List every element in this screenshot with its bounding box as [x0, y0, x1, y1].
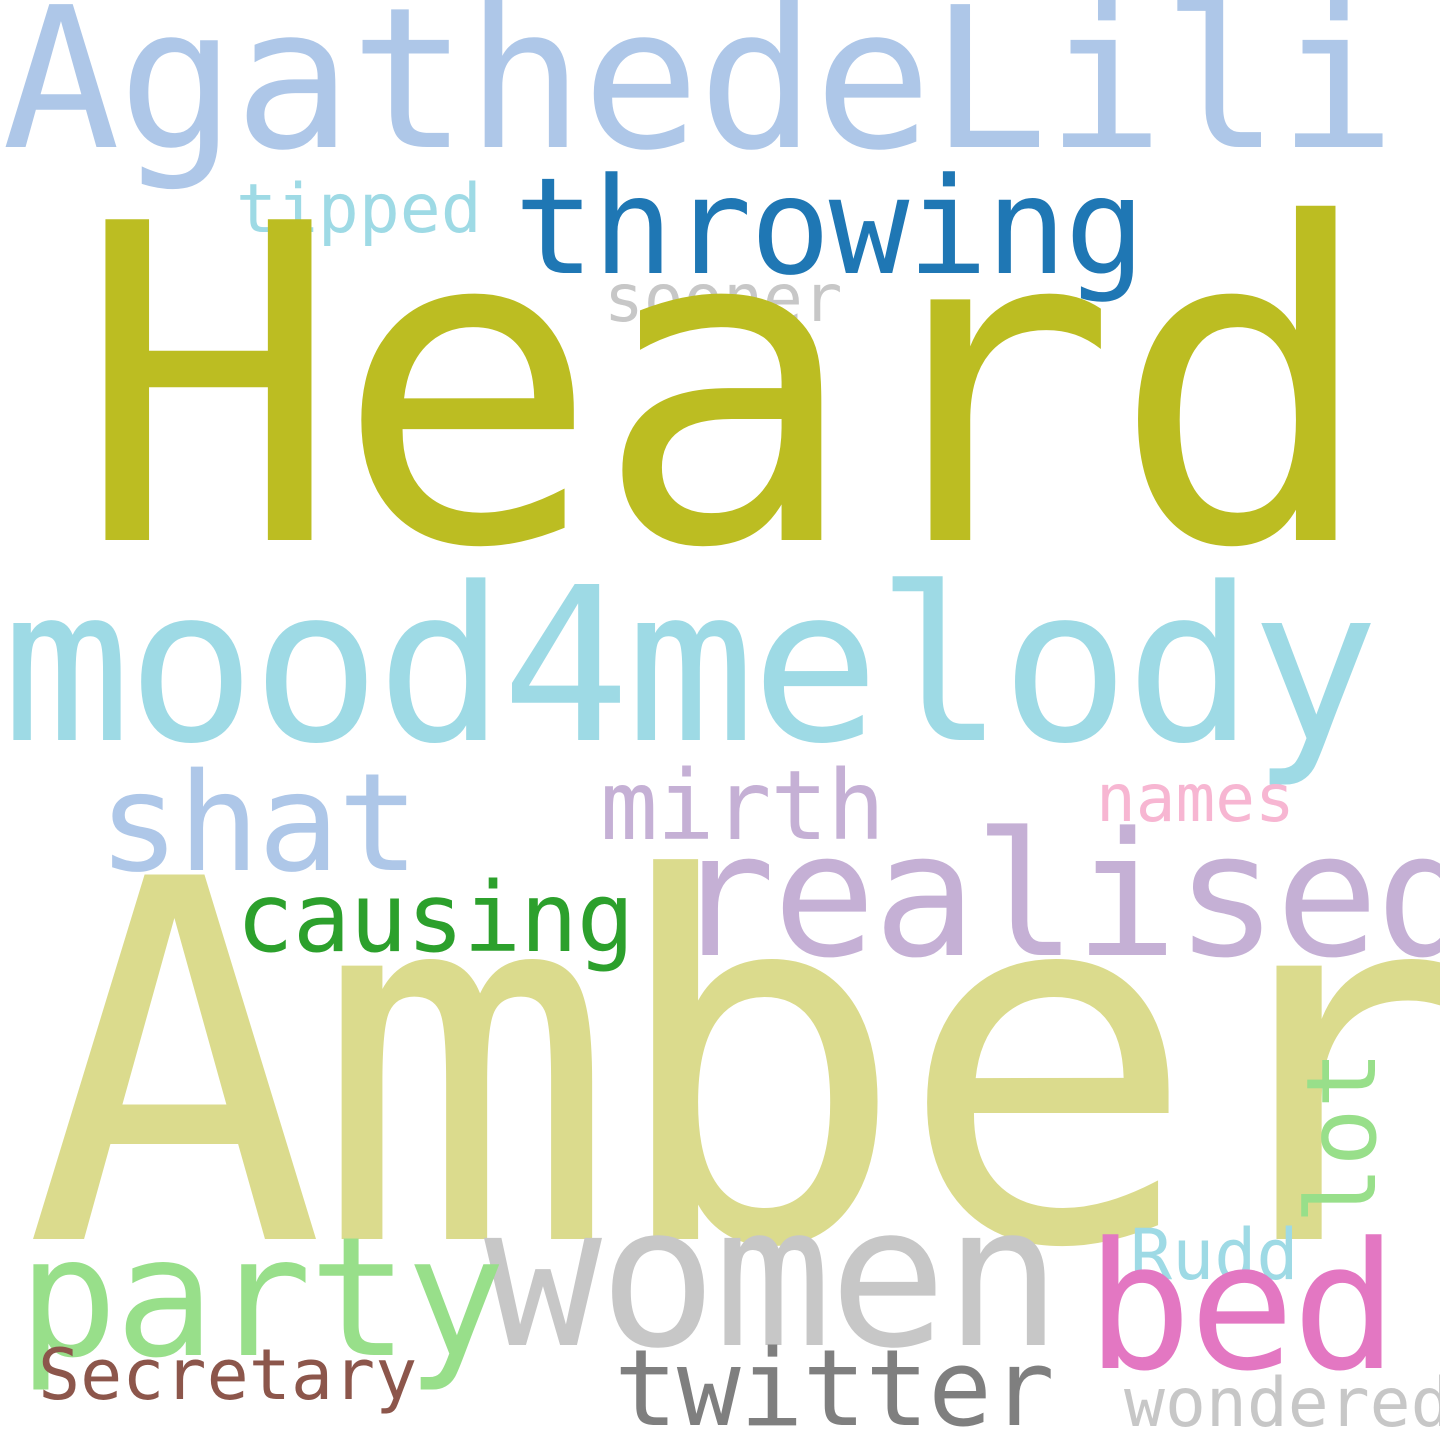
word-amber: Amber — [24, 775, 1440, 1357]
word-agathedelili: AgathedeLili — [2, 0, 1396, 194]
word-mood4melody: mood4melody — [2, 542, 1379, 791]
word-bed: bed — [1086, 1205, 1398, 1410]
word-throwing: throwing — [514, 149, 1145, 305]
word-shat: shat — [98, 745, 420, 903]
word-wondered: wondered — [1124, 1364, 1440, 1440]
word-sooner: sooner — [604, 260, 843, 337]
word-tipped: tipped — [236, 170, 482, 249]
word-secretary: Secretary — [38, 1334, 418, 1416]
word-heard: Heard — [76, 132, 1377, 644]
word-names: names — [1096, 760, 1295, 837]
word-women: women — [484, 1164, 1062, 1392]
word-rudd: Rudd — [1130, 1214, 1299, 1296]
word-lot: lot — [1286, 1050, 1398, 1224]
word-causing: causing — [236, 862, 635, 974]
word-realised: realised — [672, 795, 1440, 996]
word-twitter: twitter — [614, 1327, 1055, 1440]
word-party: party — [18, 1202, 506, 1395]
word-mirth: mirth — [600, 750, 885, 862]
